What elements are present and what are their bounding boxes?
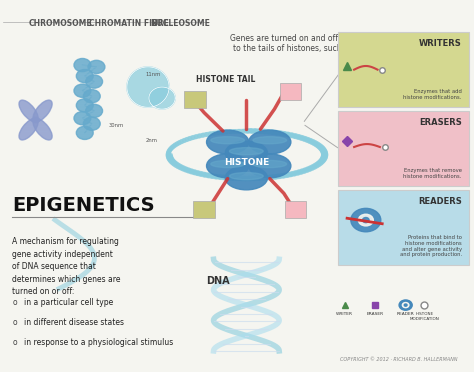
FancyBboxPatch shape	[337, 111, 469, 186]
Circle shape	[74, 112, 91, 125]
Text: HISTONE TAIL: HISTONE TAIL	[196, 75, 255, 84]
FancyBboxPatch shape	[337, 32, 469, 107]
Circle shape	[86, 75, 102, 88]
Text: CHROMATIN FIBRE: CHROMATIN FIBRE	[90, 19, 169, 28]
Text: ERASER: ERASER	[366, 312, 384, 317]
Circle shape	[399, 300, 412, 310]
Ellipse shape	[211, 137, 245, 144]
Circle shape	[363, 218, 369, 223]
Circle shape	[83, 117, 100, 130]
Text: CHROMOSOME: CHROMOSOME	[28, 19, 92, 28]
Text: WRITERS: WRITERS	[419, 39, 462, 48]
FancyBboxPatch shape	[184, 92, 206, 108]
Text: DNA: DNA	[207, 276, 230, 286]
FancyBboxPatch shape	[193, 201, 215, 218]
Ellipse shape	[253, 137, 287, 144]
Text: in response to a physiological stimulus: in response to a physiological stimulus	[24, 338, 173, 347]
Circle shape	[76, 70, 93, 83]
Ellipse shape	[33, 118, 52, 140]
Circle shape	[83, 90, 100, 103]
Ellipse shape	[19, 100, 38, 122]
Circle shape	[358, 214, 374, 226]
Text: READERS: READERS	[418, 197, 462, 206]
Polygon shape	[149, 87, 175, 109]
Ellipse shape	[253, 160, 287, 168]
Text: Enzymes that add
histone modifications.: Enzymes that add histone modifications.	[403, 89, 462, 100]
FancyBboxPatch shape	[285, 201, 306, 218]
Text: HISTONE: HISTONE	[224, 158, 269, 167]
Circle shape	[74, 84, 91, 97]
Ellipse shape	[211, 160, 245, 168]
Ellipse shape	[225, 166, 267, 190]
Circle shape	[404, 304, 407, 306]
Text: WRITER: WRITER	[336, 312, 353, 317]
Ellipse shape	[207, 154, 249, 178]
Ellipse shape	[249, 154, 291, 178]
Circle shape	[76, 126, 93, 140]
Text: 30nm: 30nm	[108, 123, 123, 128]
Circle shape	[88, 60, 105, 74]
Ellipse shape	[229, 148, 263, 155]
Ellipse shape	[32, 118, 39, 122]
FancyBboxPatch shape	[337, 190, 469, 265]
Circle shape	[76, 99, 93, 112]
Ellipse shape	[33, 100, 52, 122]
Text: A mechanism for regulating
gene activity independent
of DNA sequence that
determ: A mechanism for regulating gene activity…	[12, 237, 121, 296]
Text: HISTONE
MODIFICATION: HISTONE MODIFICATION	[410, 312, 439, 321]
Ellipse shape	[207, 130, 249, 154]
Circle shape	[86, 104, 102, 118]
Text: Proteins that bind to
histone modifications
and alter gene activity
and protein : Proteins that bind to histone modificati…	[400, 235, 462, 257]
Text: Genes are turned on and off by modifications
to the tails of histones, such as a: Genes are turned on and off by modificat…	[229, 34, 404, 53]
Text: 11nm: 11nm	[146, 72, 161, 77]
Text: Enzymes that remove
histone modifications.: Enzymes that remove histone modification…	[403, 168, 462, 179]
FancyBboxPatch shape	[280, 83, 301, 100]
Circle shape	[74, 58, 91, 72]
Text: NUCLEOSOME: NUCLEOSOME	[150, 19, 210, 28]
Text: in a particular cell type: in a particular cell type	[24, 298, 113, 307]
Ellipse shape	[249, 130, 291, 154]
Text: o: o	[12, 338, 17, 347]
Polygon shape	[127, 67, 169, 107]
Text: ERASERS: ERASERS	[419, 118, 462, 127]
Ellipse shape	[225, 141, 267, 165]
Circle shape	[402, 302, 409, 308]
Text: o: o	[12, 318, 17, 327]
Text: READER: READER	[397, 312, 415, 317]
Ellipse shape	[19, 118, 38, 140]
Text: COPYRIGHT © 2012 · RICHARD B. HALLERMANN: COPYRIGHT © 2012 · RICHARD B. HALLERMANN	[340, 357, 457, 362]
Text: in different disease states: in different disease states	[24, 318, 124, 327]
Text: o: o	[12, 298, 17, 307]
Ellipse shape	[229, 173, 263, 180]
Text: EPIGENETICS: EPIGENETICS	[12, 196, 155, 215]
Text: 2nm: 2nm	[146, 138, 158, 143]
Circle shape	[351, 208, 381, 232]
